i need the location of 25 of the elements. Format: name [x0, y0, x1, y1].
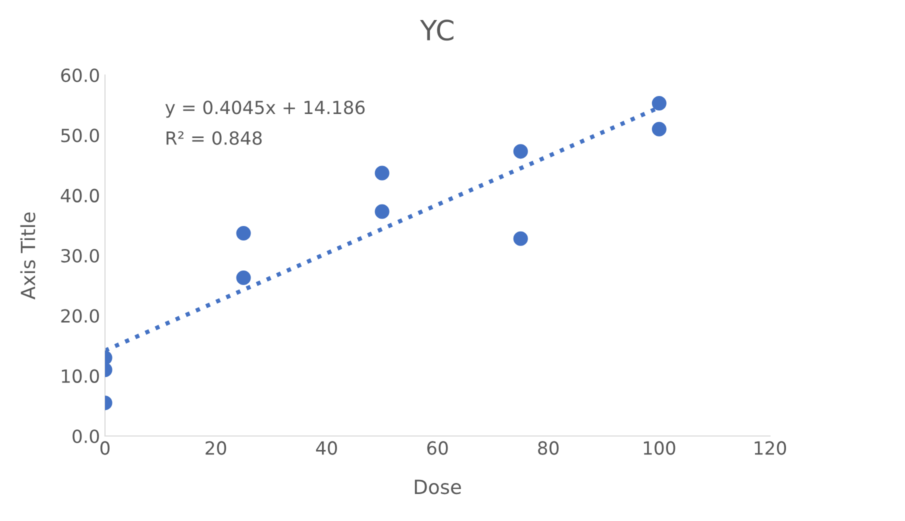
x-tick-label: 20: [206, 441, 226, 455]
point: [374, 166, 390, 180]
y-tick-label: 30.0: [61, 248, 99, 263]
y-tick-label: 20.0: [61, 309, 99, 323]
x-axis-title: Dose: [414, 480, 461, 494]
x-tick-label: 80: [538, 441, 559, 455]
point: [652, 96, 666, 111]
y-tick-label: 60.0: [61, 68, 99, 82]
annotation: y = 0.4045x + 14.186: [165, 100, 365, 118]
point: [513, 231, 528, 246]
x-tick-label: 40: [316, 441, 337, 455]
x-tick-label: 100: [644, 441, 676, 455]
x-tick-label: 60: [427, 441, 448, 455]
point: [374, 204, 390, 219]
x-tick-label: 0: [100, 441, 110, 455]
x-tick-label: 120: [754, 441, 786, 455]
y-tick-label: 0.0: [72, 429, 99, 444]
y-tick-label: 50.0: [61, 128, 99, 142]
chart-title: YC: [420, 20, 454, 41]
annotation: R² = 0.848: [166, 131, 262, 145]
y-axis-title: Axis Title: [20, 212, 36, 300]
y-tick-label: 10.0: [62, 369, 99, 383]
y-tick-label: 40.0: [60, 188, 99, 202]
point: [652, 122, 666, 136]
point: [513, 144, 528, 159]
